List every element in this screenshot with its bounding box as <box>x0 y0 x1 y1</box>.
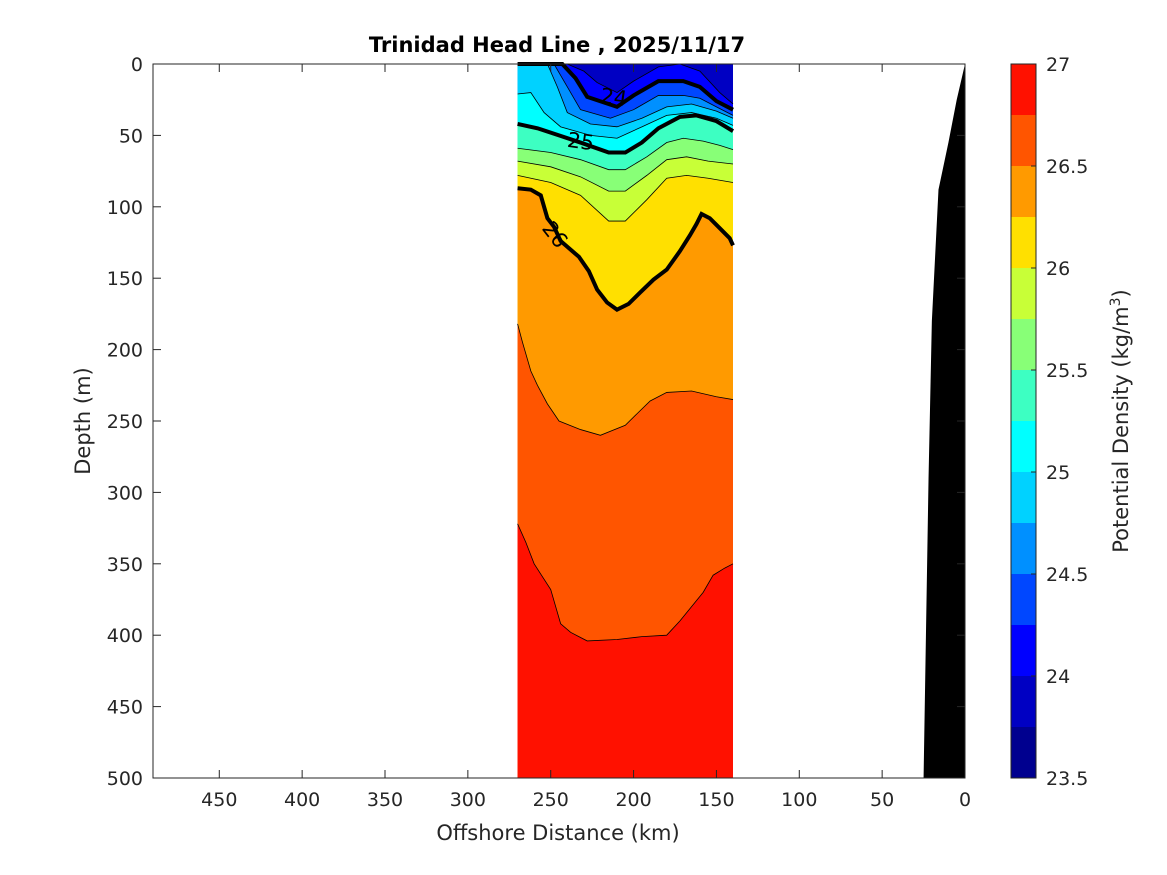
x-tick-label: 250 <box>533 789 569 811</box>
colorbar-tick-label: 23.5 <box>1046 768 1088 790</box>
y-tick-label: 200 <box>107 340 143 362</box>
y-tick-label: 500 <box>107 768 143 790</box>
y-tick-label: 50 <box>119 125 143 147</box>
colorbar-label-suffix: ) <box>1109 289 1133 297</box>
x-tick-label: 100 <box>781 789 817 811</box>
bathymetry <box>923 64 965 778</box>
colorbar-swatch <box>1011 676 1036 727</box>
colorbar-swatch <box>1011 574 1036 625</box>
bathymetry-shelf <box>923 64 965 778</box>
contour-line-23.75 <box>517 63 734 105</box>
colorbar-tick-label: 26 <box>1046 258 1070 280</box>
colorbar-label: Potential Density (kg/m3) <box>1108 289 1133 553</box>
contour-label-24: 24 <box>599 84 629 111</box>
x-tick-label: 50 <box>870 789 894 811</box>
colorbar-swatch <box>1011 64 1036 115</box>
y-axis-label: Depth (m) <box>71 367 95 474</box>
contour-line-25.5 <box>517 156 734 192</box>
colorbar-swatches <box>1011 64 1036 778</box>
colorbar-ticks: 23.5 24 24.5 25 25.5 26 26.5 27 <box>1031 54 1088 790</box>
y-tick-label: 350 <box>107 554 143 576</box>
colorbar-swatch <box>1011 370 1036 421</box>
x-tick-label: 450 <box>201 789 237 811</box>
contour-line-24.5 <box>517 63 734 128</box>
contour-line-26 <box>517 186 735 312</box>
colorbar-tick-label: 27 <box>1046 54 1070 76</box>
colorbar: 23.5 24 24.5 25 25.5 26 26.5 27 Potential Densi… <box>1010 54 1133 790</box>
contour-line-25 <box>517 113 735 155</box>
contour-line-25.75 <box>517 174 734 222</box>
colorbar-swatch <box>1011 523 1036 574</box>
contour-label-25: 25 <box>566 128 596 155</box>
colorbar-frame <box>1010 63 1037 779</box>
contour-line-24.25 <box>517 63 734 119</box>
y-tick-label: 150 <box>107 268 143 290</box>
y-tick-label: 400 <box>107 625 143 647</box>
colorbar-swatch <box>1011 166 1036 217</box>
y-tick-label: 100 <box>107 197 143 219</box>
contour-lines <box>517 62 735 642</box>
contour-line-26.5 <box>517 523 734 642</box>
x-axis-ticks: 450 400 350 300 250 200 150 100 50 0 <box>201 64 971 811</box>
y-tick-label: 250 <box>107 411 143 433</box>
colorbar-swatch <box>1011 268 1036 319</box>
colorbar-swatch <box>1011 421 1036 472</box>
x-tick-label: 150 <box>698 789 734 811</box>
colorbar-swatch <box>1011 319 1036 370</box>
x-tick-label: 0 <box>959 789 971 811</box>
y-tick-label: 0 <box>131 54 143 76</box>
y-tick-label: 300 <box>107 482 143 504</box>
colorbar-swatch <box>1011 625 1036 676</box>
contour-line-26.25 <box>517 323 734 436</box>
colorbar-swatch <box>1011 217 1036 268</box>
colorbar-swatch <box>1011 727 1036 778</box>
x-tick-label: 200 <box>615 789 651 811</box>
density-band-26.5 <box>517 523 733 778</box>
filled-contour-layers <box>517 64 733 779</box>
x-tick-label: 400 <box>284 789 320 811</box>
colorbar-tick-label: 24.5 <box>1046 564 1088 586</box>
colorbar-tick-label: 25 <box>1046 462 1070 484</box>
colorbar-tick-label: 26.5 <box>1046 156 1088 178</box>
chart-title: Trinidad Head Line , 2025/11/17 <box>369 33 745 57</box>
y-tick-label: 450 <box>107 697 143 719</box>
y-axis-ticks: 0 50 100 150 200 250 300 350 400 450 500 <box>107 54 965 790</box>
colorbar-label-main: Potential Density (kg/m <box>1109 306 1133 552</box>
x-tick-label: 350 <box>367 789 403 811</box>
colorbar-label-superscript: 3 <box>1108 297 1124 306</box>
contour-line-25.25 <box>517 137 734 171</box>
colorbar-tick-label: 24 <box>1046 666 1070 688</box>
contour-line-24 <box>517 62 734 112</box>
x-axis-label: Offshore Distance (km) <box>436 821 679 845</box>
x-tick-label: 300 <box>450 789 486 811</box>
colorbar-swatch <box>1011 472 1036 523</box>
colorbar-swatch <box>1011 115 1036 166</box>
colorbar-tick-label: 25.5 <box>1046 360 1088 382</box>
